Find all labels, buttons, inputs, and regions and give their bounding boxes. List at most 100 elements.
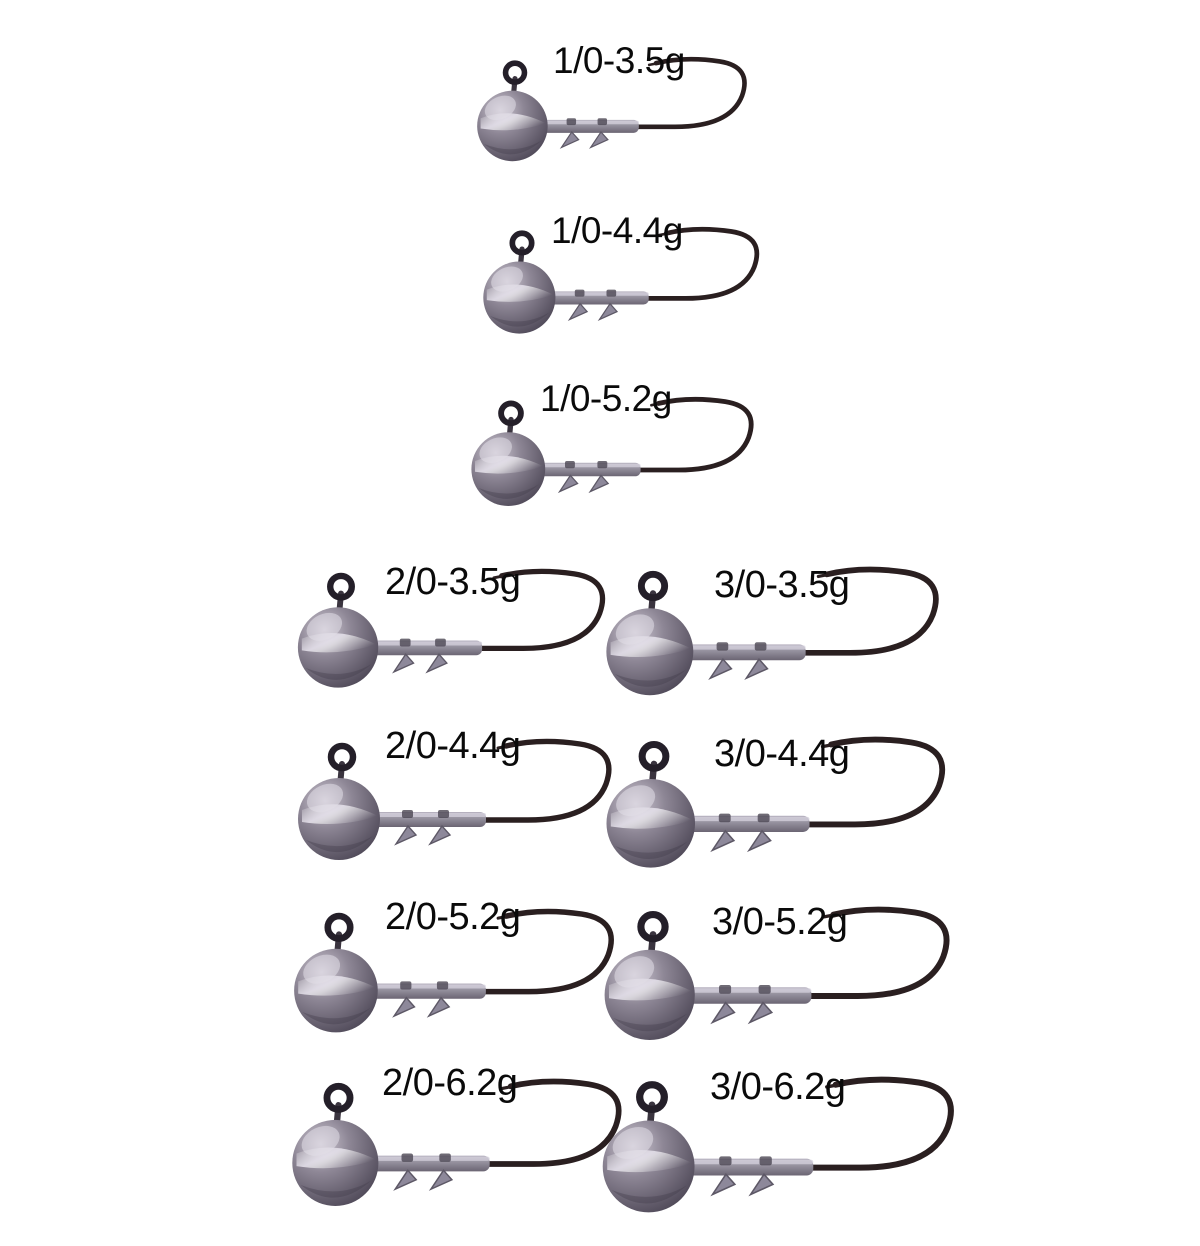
head-shadow (300, 1180, 372, 1198)
hook-wire (549, 396, 754, 473)
hook-point-barb (492, 571, 521, 580)
jig-size-weight-label: 3/0-3.5g (714, 564, 850, 606)
collar-notch-1 (399, 638, 411, 647)
jig-item (596, 1076, 999, 1246)
keeper-barb-2 (597, 302, 619, 321)
keeper-barb-2 (748, 1173, 775, 1197)
line-tie-eyelet (638, 740, 670, 772)
hook-wire (385, 738, 612, 823)
line-tie-eyelet (323, 1082, 354, 1113)
jig-item (466, 396, 790, 533)
jig-item (292, 568, 645, 717)
jig-item (598, 906, 994, 1073)
collar-highlight (368, 641, 483, 646)
head-highlight (303, 954, 341, 984)
keeper-barb-1 (710, 829, 736, 853)
line-tie-eyelet (502, 60, 528, 85)
collar-notch-2 (435, 638, 446, 647)
head-highlight (615, 614, 655, 645)
collar-highlight (546, 292, 649, 296)
jig-head-graphic (483, 226, 760, 334)
collar-notch-2 (439, 1153, 451, 1162)
jig-item (600, 736, 989, 900)
hook-point-barb (500, 1081, 532, 1090)
jig-size-weight-label: 3/0-4.4g (714, 733, 850, 775)
hook-point-barb (657, 229, 684, 237)
line-tie-eyelet (509, 230, 535, 256)
jig-item (292, 738, 652, 890)
keeper-barb-2 (426, 996, 451, 1018)
jig-size-weight-label: 1/0-5.2g (540, 378, 672, 419)
keeper-barb-2 (746, 829, 772, 853)
line-tie-eyelet (498, 400, 524, 427)
head-highlight (616, 785, 656, 817)
head-shadow (613, 1013, 688, 1032)
hook-point-barb (822, 909, 855, 919)
collar-notch-1 (565, 461, 575, 469)
line-tie-eyelet (637, 911, 669, 943)
jig-item (288, 908, 655, 1063)
keeper-barb-2 (428, 1169, 454, 1191)
head-highlight (612, 1126, 654, 1159)
hook-point-barb (820, 739, 853, 749)
hook-point-barb (816, 569, 848, 579)
keeper-barb-2 (589, 130, 609, 149)
head-shadow (306, 836, 373, 853)
collar-notch-1 (401, 1153, 414, 1162)
line-tie-eyelet (327, 742, 357, 772)
keeper-barb-1 (393, 1169, 418, 1191)
hook-wire (552, 56, 747, 130)
collar-notch-1 (574, 289, 585, 297)
hook-point-barb (496, 741, 526, 750)
head-highlight (479, 437, 512, 464)
collar-notch-1 (716, 642, 729, 651)
collar-highlight (367, 1156, 490, 1161)
keeper-barb-1 (394, 824, 418, 846)
line-tie-eyelet (637, 570, 669, 602)
line-tie-eyelet (324, 912, 354, 942)
jig-head-graphic (477, 56, 747, 162)
collar-highlight (683, 988, 812, 993)
collar-highlight (367, 984, 486, 989)
keeper-barb-1 (710, 1001, 736, 1025)
collar-highlight (684, 816, 810, 822)
jig-item (286, 1078, 664, 1238)
jig-head-graphic (294, 908, 614, 1033)
jig-size-weight-label: 3/0-6.2g (710, 1066, 846, 1108)
head-shadow (484, 140, 542, 155)
head-shadow (302, 1007, 371, 1025)
head-highlight (306, 783, 344, 813)
keeper-barb-2 (425, 653, 448, 674)
jig-item (478, 226, 795, 360)
jig-head-graphic (606, 566, 939, 696)
hook-point-barb (825, 1079, 858, 1089)
jig-item (600, 566, 982, 727)
collar-notch-2 (606, 289, 617, 297)
keeper-barb-1 (559, 130, 580, 149)
jig-head-graphic (606, 736, 946, 868)
jig-size-weight-label: 1/0-3.5g (553, 40, 685, 81)
hook-wire (698, 566, 939, 656)
collar-highlight (370, 813, 486, 817)
hook-wire (700, 906, 950, 999)
collar-notch-1 (719, 985, 732, 994)
jig-size-weight-label: 1/0-4.4g (551, 210, 683, 251)
hook-wire (560, 226, 760, 301)
collar-notch-2 (438, 810, 449, 818)
head-shadow (614, 669, 686, 687)
keeper-barb-1 (392, 653, 415, 674)
hook-point-barb (496, 911, 527, 920)
product-image-canvas: 1/0-3.5g 1/0-4 (288, 40, 994, 1213)
jig-head-graphic (604, 906, 950, 1040)
collar-notch-2 (436, 981, 449, 990)
collar-notch-2 (758, 985, 771, 994)
jig-head-graphic (298, 738, 612, 860)
head-highlight (301, 1125, 340, 1156)
collar-notch-1 (718, 813, 731, 823)
collar-notch-2 (759, 1156, 772, 1166)
collar-highlight (683, 1159, 814, 1165)
head-shadow (490, 312, 550, 327)
keeper-barb-2 (747, 1001, 774, 1025)
jig-head-graphic (297, 568, 606, 688)
collar-highlight (682, 645, 806, 650)
